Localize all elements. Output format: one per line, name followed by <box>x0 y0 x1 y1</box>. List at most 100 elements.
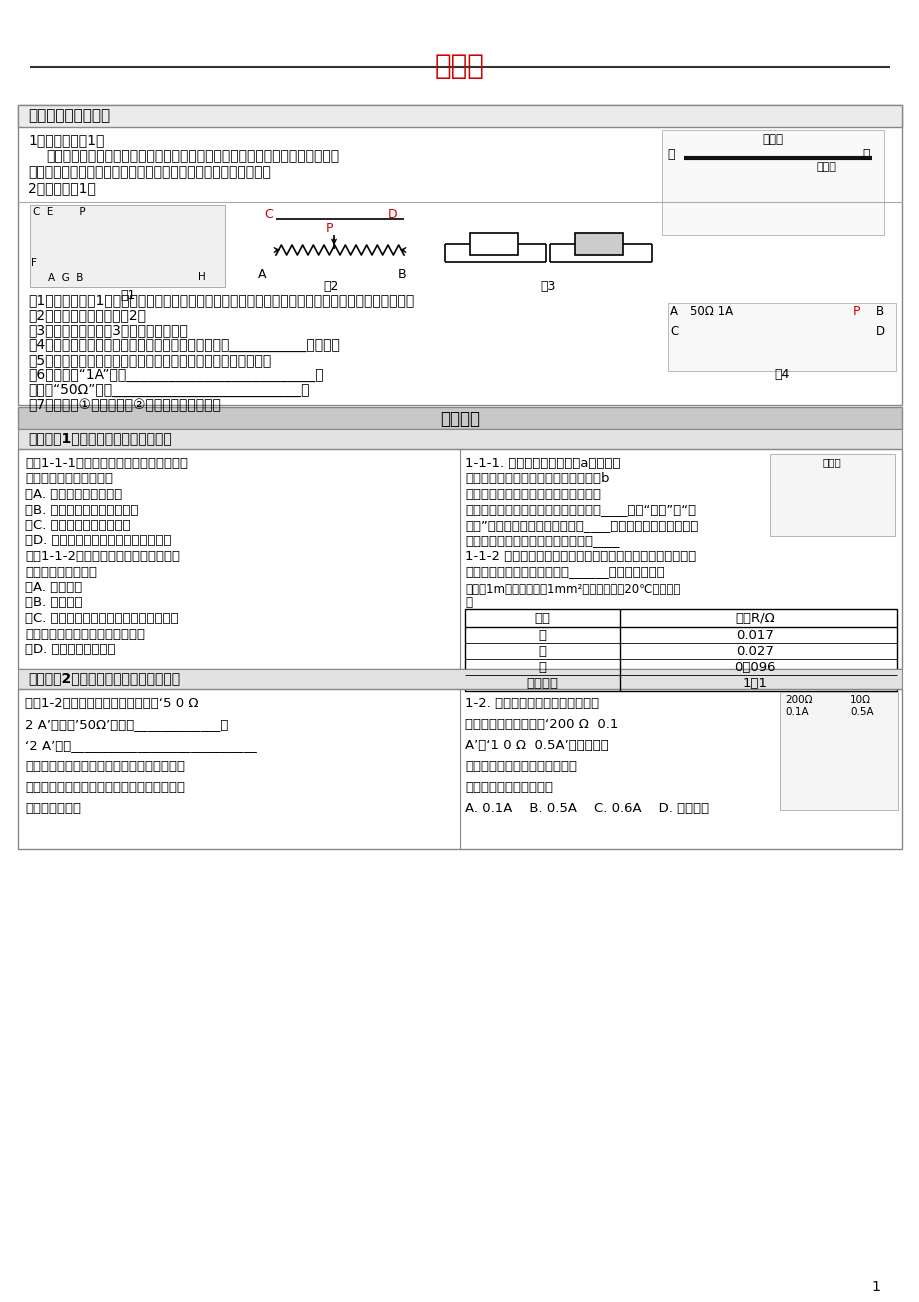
Text: 0.1A: 0.1A <box>784 707 808 717</box>
Bar <box>18 669 901 689</box>
Text: 右: 右 <box>861 148 868 161</box>
Text: D: D <box>875 326 884 339</box>
Text: 铜: 铜 <box>538 629 545 642</box>
Text: 1．1: 1．1 <box>742 677 766 690</box>
Text: 考查角度2：铭牌的物理意义（拓展点）: 考查角度2：铭牌的物理意义（拓展点） <box>28 671 180 685</box>
Text: （4）原理：在材料、横截面积一定时，导体的电阵与___________成正比。: （4）原理：在材料、横截面积一定时，导体的电阵与___________成正比。 <box>28 339 339 352</box>
Text: 一、认识滑动变阵器: 一、认识滑动变阵器 <box>28 108 110 122</box>
Text: 造了一种可以改变电阵的元件，叫做____: 造了一种可以改变电阵的元件，叫做____ <box>464 535 618 548</box>
Text: （6）铭牌：“1A”表示___________________________；: （6）铭牌：“1A”表示___________________________； <box>28 368 323 381</box>
Text: A  G  B: A G B <box>48 273 84 283</box>
Bar <box>464 609 896 691</box>
Bar <box>18 105 901 405</box>
Text: 0．096: 0．096 <box>733 661 775 674</box>
Text: 左: 左 <box>666 148 674 161</box>
Text: 2 A’，其中’50Ω’表示：_____________；: 2 A’，其中’50Ω’表示：_____________； <box>25 717 228 730</box>
Text: D. 改变了接入电路中的电阵线的长度: D. 改变了接入电路中的电阵线的长度 <box>25 535 171 548</box>
Text: （1）结构（上图1）：实验室用滑动变阵器是由瓷筒、线圈、金属杆、金属滑片、接线柱、支架组成。: （1）结构（上图1）：实验室用滑动变阵器是由瓷筒、线圈、金属杆、金属滑片、接线柱… <box>28 293 414 307</box>
Text: 图4: 图4 <box>774 368 789 381</box>
Text: D. 以上说法均不正确: D. 以上说法均不正确 <box>25 643 116 656</box>
Text: B. 改变了电阵线的横截面积: B. 改变了电阵线的横截面积 <box>25 504 139 517</box>
Text: 变阵器接入电路的电阵变化很大: 变阵器接入电路的电阵变化很大 <box>25 628 145 641</box>
Text: C  E        P: C E P <box>33 207 85 217</box>
Text: 电阵R/Ω: 电阵R/Ω <box>734 612 774 625</box>
Bar <box>30 204 225 286</box>
Text: A. 改变了电阵线的材料: A. 改变了电阵线的材料 <box>25 488 122 501</box>
Text: 铅笔芯: 铅笔芯 <box>822 457 841 467</box>
Text: 1-1-1. 如图所示电路，导线a的一端固: 1-1-1. 如图所示电路，导线a的一端固 <box>464 457 619 470</box>
Text: B. 连接方便: B. 连接方便 <box>25 596 83 609</box>
Text: “50Ω”表示___________________________。: “50Ω”表示___________________________。 <box>28 383 309 397</box>
Text: （7）作用：①保护电路；②改变电路中的电流。: （7）作用：①保护电路；②改变电路中的电流。 <box>28 398 221 411</box>
Text: 图2: 图2 <box>323 280 338 293</box>
Text: 图1: 图1 <box>120 289 135 302</box>
Text: 0.017: 0.017 <box>735 629 773 642</box>
Text: B: B <box>875 305 883 318</box>
Text: 铝: 铝 <box>538 644 545 658</box>
Text: 【例1-1-1】滑动变阵器能改变接入电路中: 【例1-1-1】滑动变阵器能改变接入电路中 <box>25 457 187 470</box>
Text: P: P <box>852 305 859 318</box>
Text: C: C <box>264 208 272 221</box>
Text: 图3: 图3 <box>539 280 555 293</box>
Text: 1、预习自学（1）: 1、预习自学（1） <box>28 133 104 147</box>
Text: P: P <box>325 223 333 234</box>
Text: 的电阵，是因为（　　）: 的电阵，是因为（ ） <box>25 473 113 486</box>
Text: D: D <box>388 208 397 221</box>
Text: 暗会发生变化，这个实验说明铅笔芯是____（填“导体”或“绍: 暗会发生变化，这个实验说明铅笔芯是____（填“导体”或“绍 <box>464 504 696 517</box>
Bar <box>18 105 901 128</box>
Text: A: A <box>257 268 267 281</box>
Text: 种材料及相关数据，她应选取______材料做电阵丝。: 种材料及相关数据，她应选取______材料做电阵丝。 <box>464 565 664 578</box>
Bar <box>662 130 883 234</box>
Text: （3）电路符号：上图3（两种方式均可）: （3）电路符号：上图3（两种方式均可） <box>28 323 187 337</box>
Text: A: A <box>669 305 677 318</box>
Bar <box>574 233 622 255</box>
Text: 【例1-2】某滑动变阵器铭牌上标有‘5 0 Ω: 【例1-2】某滑动变阵器铭牌上标有‘5 0 Ω <box>25 697 199 710</box>
Text: 串联起来使用，则电路中允许通: 串联起来使用，则电路中允许通 <box>464 760 576 773</box>
Text: 变阵器，铭牌分别标有‘200 Ω  0.1: 变阵器，铭牌分别标有‘200 Ω 0.1 <box>464 717 618 730</box>
Text: C: C <box>669 326 677 339</box>
Text: 典型试题: 典型试题 <box>439 410 480 428</box>
Text: 变阵器: 变阵器 <box>435 52 484 79</box>
Bar <box>779 691 897 810</box>
Text: （5）导线材料选取：电阵率较大的导线，一般选用镁钓合金线。: （5）导线材料选取：电阵率较大的导线，一般选用镁钓合金线。 <box>28 353 271 367</box>
Text: A. 节省材料: A. 节省材料 <box>25 581 82 594</box>
Text: C. 滑片滑过较小的距离，就可以使滑动: C. 滑片滑过较小的距离，就可以使滑动 <box>25 612 178 625</box>
Text: 10Ω: 10Ω <box>849 695 870 704</box>
Text: 铅笔芯: 铅笔芯 <box>762 133 783 146</box>
Text: F: F <box>31 258 37 268</box>
Text: 考查角度1：滑动变阵器的结构及原理: 考查角度1：滑动变阵器的结构及原理 <box>28 431 172 445</box>
Text: ‘2 A’表示____________________________: ‘2 A’表示____________________________ <box>25 740 256 753</box>
Text: 过的最大电流是（　　）: 过的最大电流是（ ） <box>464 781 552 794</box>
Bar <box>18 428 901 449</box>
Text: 导体: 导体 <box>533 612 550 625</box>
Bar <box>18 689 901 849</box>
Text: 的一端在铅笔芯上左右移动时，灯泡亮: 的一端在铅笔芯上左右移动时，灯泡亮 <box>464 488 600 501</box>
Text: （2）结构示意图：（上图2）: （2）结构示意图：（上图2） <box>28 309 146 322</box>
Text: C. 改变了电阵线的总长度: C. 改变了电阵线的总长度 <box>25 519 130 533</box>
Bar <box>18 408 901 428</box>
Text: H: H <box>198 272 206 283</box>
Text: B: B <box>398 268 406 281</box>
Text: 铁: 铁 <box>538 661 545 674</box>
Text: 镁钓合金: 镁钓合金 <box>526 677 558 690</box>
Text: A’和‘1 0 Ω  0.5A’，若把它们: A’和‘1 0 Ω 0.5A’，若把它们 <box>464 740 608 753</box>
Text: 0.5A: 0.5A <box>849 707 873 717</box>
Text: 最大値的一半。: 最大値的一半。 <box>25 802 81 815</box>
Text: 1-1-2 小丽要自制滑动变阵器，老师向她提供了下表所示的几: 1-1-2 小丽要自制滑动变阵器，老师向她提供了下表所示的几 <box>464 549 696 562</box>
Bar <box>18 449 901 669</box>
Text: 1-2. 如图所示，有甲、乙两只滑动: 1-2. 如图所示，有甲、乙两只滑动 <box>464 697 598 710</box>
Bar <box>667 303 895 371</box>
Text: 200Ω: 200Ω <box>784 695 811 704</box>
Bar <box>470 233 517 255</box>
Text: 【例1-1-2】滑动变阵器的电阵丝做成线: 【例1-1-2】滑动变阵器的电阵丝做成线 <box>25 549 180 562</box>
Text: 1: 1 <box>870 1280 879 1294</box>
Text: 时，小灯泡的亮度会变亮，你能准确解释灯泡亮度变化的原因吗？: 时，小灯泡的亮度会变亮，你能准确解释灯泡亮度变化的原因吗？ <box>28 165 270 178</box>
Text: 0.027: 0.027 <box>735 644 773 658</box>
Text: 値: 値 <box>464 596 471 609</box>
Text: 定连接在铅笔芯上，闭合开关，当导线b: 定连接在铅笔芯上，闭合开关，当导线b <box>464 473 609 486</box>
Text: 回形针: 回形针 <box>816 161 836 172</box>
Text: 缘体”），还能说明导体的电阵与____有关。受此启发，人们制: 缘体”），还能说明导体的电阵与____有关。受此启发，人们制 <box>464 519 698 533</box>
Text: 50Ω 1A: 50Ω 1A <box>689 305 732 318</box>
Bar <box>769 454 894 536</box>
Text: 圈，是为了（　　）: 圈，是为了（ ） <box>25 565 96 578</box>
